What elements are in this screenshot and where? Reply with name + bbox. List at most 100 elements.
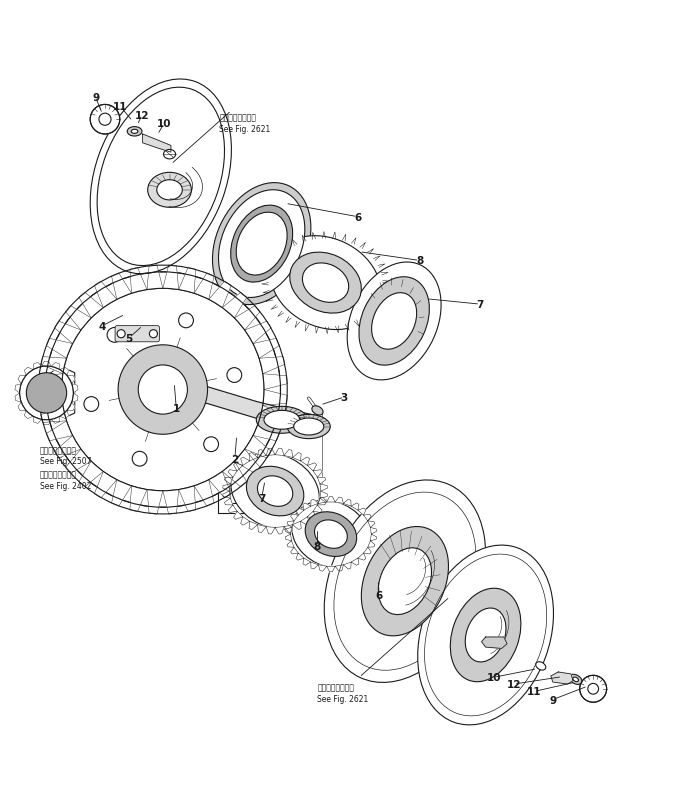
Ellipse shape	[361, 527, 448, 636]
Polygon shape	[94, 282, 117, 308]
Polygon shape	[317, 499, 325, 505]
Text: 9: 9	[549, 695, 557, 705]
Ellipse shape	[536, 662, 546, 670]
Polygon shape	[263, 374, 287, 390]
Text: 6: 6	[376, 590, 383, 600]
Polygon shape	[300, 517, 310, 526]
Polygon shape	[130, 268, 147, 294]
Polygon shape	[33, 363, 42, 370]
Polygon shape	[54, 436, 81, 458]
Polygon shape	[111, 480, 132, 507]
Polygon shape	[130, 486, 147, 512]
Text: 12: 12	[506, 680, 521, 689]
Text: 9: 9	[92, 93, 99, 103]
Polygon shape	[223, 484, 231, 491]
Polygon shape	[319, 565, 327, 572]
Polygon shape	[303, 504, 311, 510]
Polygon shape	[307, 512, 317, 520]
Polygon shape	[266, 527, 275, 534]
Polygon shape	[275, 448, 284, 456]
Text: 10: 10	[486, 672, 501, 683]
Polygon shape	[551, 672, 573, 684]
Polygon shape	[358, 553, 366, 560]
Polygon shape	[147, 266, 163, 290]
Polygon shape	[287, 541, 294, 547]
Polygon shape	[287, 521, 294, 528]
Polygon shape	[284, 525, 293, 533]
Polygon shape	[79, 461, 103, 487]
Polygon shape	[60, 367, 68, 376]
Ellipse shape	[127, 127, 142, 137]
Text: 11: 11	[113, 102, 127, 112]
Polygon shape	[303, 559, 311, 565]
Polygon shape	[263, 390, 287, 406]
Polygon shape	[178, 268, 196, 294]
Polygon shape	[18, 375, 26, 384]
Ellipse shape	[157, 181, 182, 200]
Polygon shape	[147, 490, 163, 514]
Ellipse shape	[132, 452, 147, 466]
Ellipse shape	[315, 520, 347, 549]
Text: 1: 1	[173, 404, 180, 414]
Polygon shape	[320, 484, 327, 491]
Polygon shape	[335, 565, 343, 572]
Polygon shape	[224, 478, 233, 484]
Ellipse shape	[465, 608, 506, 662]
Ellipse shape	[372, 294, 417, 350]
Ellipse shape	[271, 236, 380, 330]
Ellipse shape	[359, 277, 429, 366]
Ellipse shape	[264, 411, 300, 430]
Polygon shape	[42, 362, 51, 367]
Polygon shape	[275, 527, 284, 534]
Polygon shape	[319, 497, 327, 504]
Polygon shape	[54, 322, 81, 344]
Text: 12: 12	[135, 110, 149, 120]
Ellipse shape	[231, 206, 293, 283]
Polygon shape	[343, 562, 351, 569]
Polygon shape	[222, 461, 247, 487]
Text: 第２６２１図参照
See Fig. 2621: 第２６２１図参照 See Fig. 2621	[317, 683, 369, 703]
Polygon shape	[245, 436, 271, 458]
Text: 第２５０１図参照
See Fig. 2507: 第２５０１図参照 See Fig. 2507	[40, 446, 92, 466]
Polygon shape	[42, 420, 51, 425]
Polygon shape	[311, 562, 319, 569]
Polygon shape	[327, 567, 335, 572]
Ellipse shape	[258, 476, 293, 507]
Polygon shape	[317, 478, 325, 484]
Polygon shape	[300, 457, 310, 466]
Ellipse shape	[573, 677, 578, 682]
Text: 7: 7	[477, 300, 484, 310]
Polygon shape	[285, 534, 292, 541]
Polygon shape	[51, 417, 60, 424]
Polygon shape	[142, 135, 171, 153]
Polygon shape	[234, 463, 243, 471]
Polygon shape	[209, 472, 231, 498]
Polygon shape	[38, 390, 63, 406]
Polygon shape	[320, 491, 327, 499]
Ellipse shape	[107, 328, 122, 343]
Polygon shape	[245, 322, 271, 344]
Polygon shape	[24, 367, 33, 376]
Text: 第２６２１図参照
See Fig. 2621: 第２６２１図参照 See Fig. 2621	[219, 114, 271, 134]
Polygon shape	[363, 547, 372, 554]
Polygon shape	[311, 500, 319, 507]
Polygon shape	[266, 448, 275, 456]
Polygon shape	[293, 521, 301, 530]
Polygon shape	[46, 421, 73, 441]
Polygon shape	[79, 293, 103, 319]
Polygon shape	[481, 637, 507, 649]
Polygon shape	[51, 363, 60, 370]
Text: 第２４０２図参照
See Fig. 2402: 第２４０２図参照 See Fig. 2402	[40, 470, 91, 490]
FancyBboxPatch shape	[115, 326, 159, 342]
Text: 7: 7	[258, 493, 265, 503]
Text: 2: 2	[231, 454, 239, 464]
Ellipse shape	[178, 314, 193, 328]
Polygon shape	[66, 449, 92, 474]
Ellipse shape	[148, 173, 191, 208]
Text: 3: 3	[341, 393, 348, 402]
Ellipse shape	[450, 589, 521, 682]
Ellipse shape	[290, 253, 361, 314]
Polygon shape	[234, 512, 243, 520]
Polygon shape	[235, 449, 260, 474]
Polygon shape	[33, 417, 42, 424]
